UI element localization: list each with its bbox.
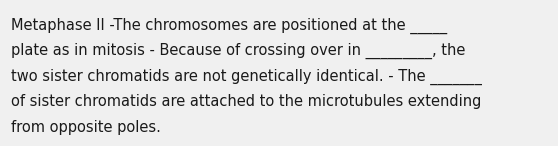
Text: plate as in mitosis - Because of crossing over in _________, the: plate as in mitosis - Because of crossin… [11,43,465,59]
Text: Metaphase II -The chromosomes are positioned at the _____: Metaphase II -The chromosomes are positi… [11,18,448,34]
Text: two sister chromatids are not genetically identical. - The _______: two sister chromatids are not geneticall… [11,69,482,85]
Text: of sister chromatids are attached to the microtubules extending: of sister chromatids are attached to the… [11,94,482,109]
Text: from opposite poles.: from opposite poles. [11,120,161,135]
